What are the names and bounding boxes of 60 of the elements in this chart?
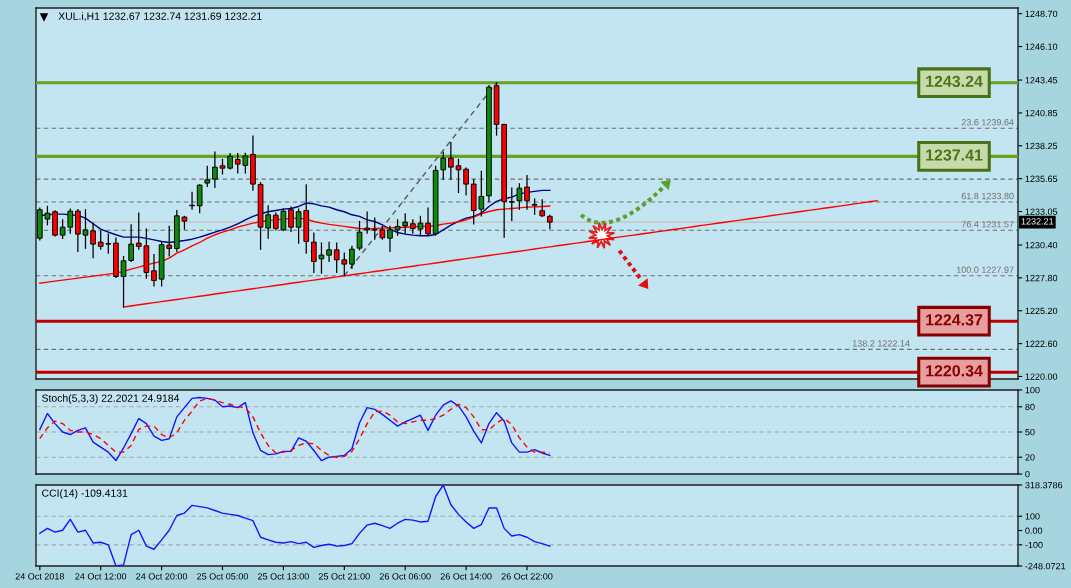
candlestick bbox=[204, 165, 211, 187]
y-tick-label: 1220.00 bbox=[1025, 373, 1058, 380]
x-tick-label: 25 Oct 13:00 bbox=[258, 573, 309, 580]
x-tick-label: 26 Oct 06:00 bbox=[379, 573, 431, 580]
y-tick-label: 1230.40 bbox=[1025, 241, 1058, 249]
x-tick-label: 25 Oct 21:00 bbox=[318, 573, 370, 580]
x-tick-label: 26 Oct 14:00 bbox=[440, 573, 492, 580]
x-tick-label: 24 Oct 20:00 bbox=[136, 573, 188, 580]
line-series bbox=[122, 200, 878, 308]
candlestick bbox=[349, 245, 355, 270]
candlestick bbox=[364, 211, 370, 234]
y-tick-label: 1227.80 bbox=[1025, 274, 1058, 282]
ref-line-label: 23.6 1239.64 bbox=[961, 119, 1014, 126]
ref-line-label: 1224.37 bbox=[926, 314, 983, 326]
line-series bbox=[39, 485, 551, 566]
chart-title: CCI(14) -109.4131 bbox=[42, 489, 128, 499]
candlestick bbox=[440, 151, 447, 180]
x-tick-label: 24 Oct 2018 bbox=[15, 573, 65, 580]
y-tick-label: -248.0721 bbox=[1025, 562, 1066, 570]
y-tick-label: 80 bbox=[1025, 403, 1035, 411]
candlestick bbox=[52, 210, 58, 237]
ref-line-label: 1220.34 bbox=[926, 365, 983, 377]
y-tick-label: 318.3786 bbox=[1025, 481, 1063, 489]
y-tick-label: 1235.65 bbox=[1025, 175, 1058, 183]
candlestick bbox=[402, 213, 409, 234]
y-tick-label: 20 bbox=[1025, 454, 1035, 461]
y-tick-label: 1248.70 bbox=[1025, 10, 1058, 18]
y-tick-label: 0.00 bbox=[1025, 527, 1043, 534]
candlestick bbox=[326, 241, 332, 263]
x-tick-label: 24 Oct 12:00 bbox=[75, 573, 127, 580]
y-tick-label: 1225.20 bbox=[1025, 307, 1058, 315]
ref-line-label: 1237.41 bbox=[926, 149, 983, 161]
chart-title: Stoch(5,3,3) 22.2021 24.9184 bbox=[42, 394, 180, 404]
ref-line-label: 138.2 1222.14 bbox=[852, 340, 910, 347]
candlestick bbox=[196, 184, 203, 214]
candlestick bbox=[516, 183, 523, 210]
candlestick bbox=[90, 222, 96, 259]
y-tick-label: 100 bbox=[1025, 513, 1040, 520]
y-tick-label: 1243.45 bbox=[1025, 77, 1058, 84]
y-tick-label: 100 bbox=[1025, 386, 1040, 394]
candlestick bbox=[387, 225, 393, 253]
y-tick-label: 50 bbox=[1025, 428, 1035, 436]
y-tick-label: 1240.85 bbox=[1025, 109, 1058, 117]
ref-line-label: 100.0 1227.97 bbox=[956, 266, 1014, 273]
ref-line-label: 1243.24 bbox=[926, 75, 983, 88]
ref-line-label: 61.8 1233.80 bbox=[961, 192, 1014, 200]
y-tick-label: 0 bbox=[1025, 470, 1030, 478]
y-tick-label: 1222.60 bbox=[1025, 340, 1058, 347]
ref-line-label: 1232.21 bbox=[1021, 218, 1054, 225]
x-tick-label: 26 Oct 22:00 bbox=[501, 573, 553, 580]
line-series bbox=[343, 82, 498, 277]
y-tick-label: -100 bbox=[1025, 541, 1043, 549]
candlestick bbox=[356, 220, 363, 251]
chart-title: XUL.i,H1 1232.67 1232.74 1231.69 1232.21 bbox=[58, 12, 262, 22]
x-tick-label: 25 Oct 05:00 bbox=[197, 573, 248, 580]
candlestick bbox=[463, 167, 469, 196]
y-tick-label: 1233.05 bbox=[1025, 208, 1058, 215]
y-tick-label: 1246.10 bbox=[1025, 43, 1058, 50]
y-tick-label: 1238.25 bbox=[1025, 142, 1058, 150]
ref-line-label: 76.4 1231.57 bbox=[961, 221, 1014, 228]
